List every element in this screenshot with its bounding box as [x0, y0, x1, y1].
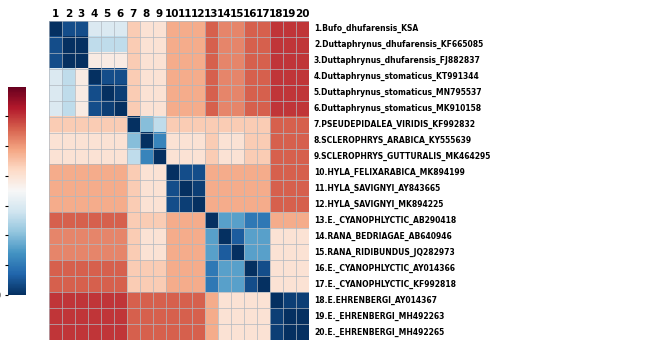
Text: 11.HYLA_SAVIGNYI_AY843665: 11.HYLA_SAVIGNYI_AY843665: [314, 184, 440, 193]
Text: 9.SCLEROPHRYS_GUTTURALIS_MK464295: 9.SCLEROPHRYS_GUTTURALIS_MK464295: [314, 152, 491, 161]
Text: 12.HYLA_SAVIGNYI_MK894225: 12.HYLA_SAVIGNYI_MK894225: [314, 200, 443, 209]
Text: 5.Duttaphrynus_stomaticus_MN795537: 5.Duttaphrynus_stomaticus_MN795537: [314, 88, 482, 97]
Text: 6.Duttaphrynus_stomaticus_MK910158: 6.Duttaphrynus_stomaticus_MK910158: [314, 104, 482, 113]
Text: 1.Bufo_dhufarensis_KSA: 1.Bufo_dhufarensis_KSA: [314, 24, 418, 33]
Text: 15.RANA_RIDIBUNDUS_JQ282973: 15.RANA_RIDIBUNDUS_JQ282973: [314, 248, 455, 257]
Text: 10.HYLA_FELIXARABICA_MK894199: 10.HYLA_FELIXARABICA_MK894199: [314, 168, 465, 177]
Text: 17.E._CYANOPHLYCTIC_KF992818: 17.E._CYANOPHLYCTIC_KF992818: [314, 280, 456, 289]
Text: 3.Duttaphrynus_dhufarensis_FJ882837: 3.Duttaphrynus_dhufarensis_FJ882837: [314, 56, 481, 65]
Text: 2.Duttaphrynus_dhufarensis_KF665085: 2.Duttaphrynus_dhufarensis_KF665085: [314, 40, 483, 49]
Text: 19.E._EHRENBERGI_MH492263: 19.E._EHRENBERGI_MH492263: [314, 312, 445, 321]
Text: 16.E._CYANOPHLYCTIC_AY014366: 16.E._CYANOPHLYCTIC_AY014366: [314, 264, 455, 273]
Text: 20.E._EHRENBERGI_MH492265: 20.E._EHRENBERGI_MH492265: [314, 328, 444, 337]
Text: 8.SCLEROPHRYS_ARABICA_KY555639: 8.SCLEROPHRYS_ARABICA_KY555639: [314, 136, 472, 145]
Text: 4.Duttaphrynus_stomaticus_KT991344: 4.Duttaphrynus_stomaticus_KT991344: [314, 72, 480, 81]
Text: 18.E.EHRENBERGI_AY014367: 18.E.EHRENBERGI_AY014367: [314, 296, 437, 305]
Text: 14.RANA_BEDRIAGAE_AB640946: 14.RANA_BEDRIAGAE_AB640946: [314, 232, 452, 241]
Text: 13.E._CYANOPHLYCTIC_AB290418: 13.E._CYANOPHLYCTIC_AB290418: [314, 216, 456, 225]
Text: 7.PSEUDEPIDALEA_VIRIDIS_KF992832: 7.PSEUDEPIDALEA_VIRIDIS_KF992832: [314, 120, 476, 129]
